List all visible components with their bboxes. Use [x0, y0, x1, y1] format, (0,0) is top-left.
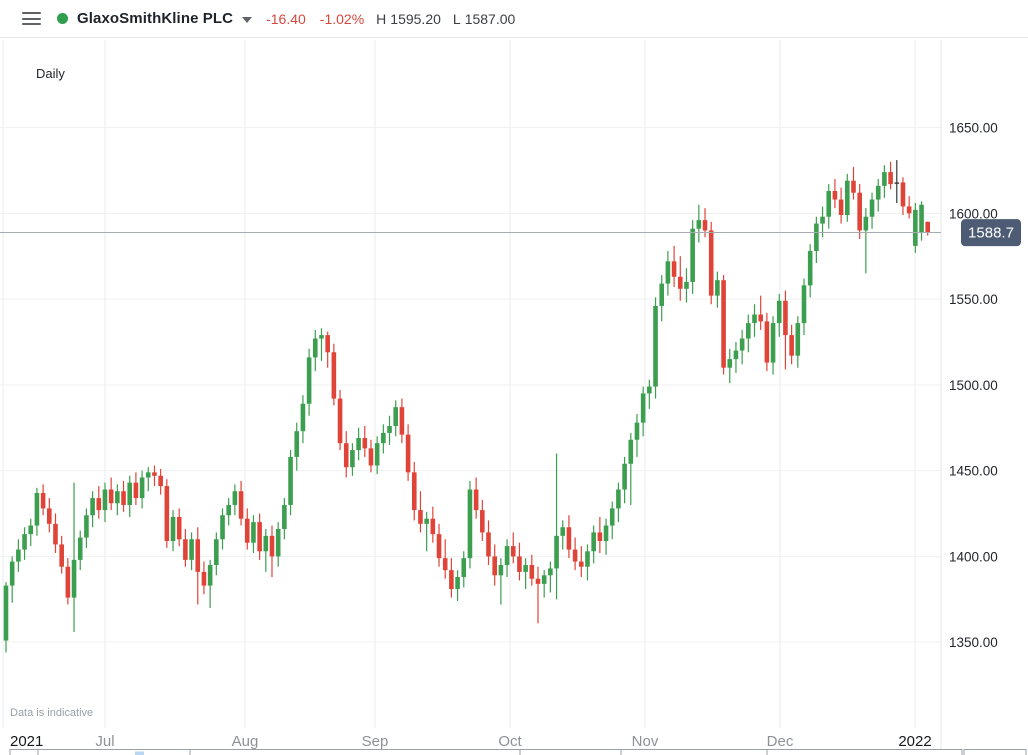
svg-text:Oct: Oct: [498, 733, 522, 750]
footer-range-segment[interactable]: [766, 748, 963, 755]
price-change: -16.40: [266, 10, 306, 27]
svg-text:1600.00: 1600.00: [949, 206, 998, 221]
svg-text:2022: 2022: [898, 733, 931, 750]
footer-range-segment[interactable]: [189, 748, 521, 755]
footer-range-segment[interactable]: [9, 748, 39, 755]
svg-text:1650.00: 1650.00: [949, 121, 998, 136]
session-high: H 1595.20: [376, 11, 441, 27]
price-tag: [961, 219, 1021, 247]
data-indicative-watermark: Data is indicative: [10, 707, 94, 719]
svg-text:1400.00: 1400.00: [949, 549, 998, 564]
svg-text:Jul: Jul: [95, 733, 114, 750]
menu-icon[interactable]: [22, 12, 41, 25]
session-low: L 1587.00: [453, 11, 515, 27]
svg-text:Sep: Sep: [362, 733, 389, 750]
high-value: 1595.20: [390, 10, 441, 27]
footer-range-segment[interactable]: [620, 748, 768, 755]
svg-text:1450.00: 1450.00: [949, 464, 998, 479]
svg-text:1588.7: 1588.7: [968, 225, 1014, 242]
svg-text:Nov: Nov: [632, 733, 659, 750]
symbol-name: GlaxoSmithKline PLC: [77, 10, 234, 27]
svg-text:Aug: Aug: [232, 733, 259, 750]
high-label: H: [376, 10, 387, 27]
svg-text:1350.00: 1350.00: [949, 635, 998, 650]
svg-text:1500.00: 1500.00: [949, 378, 998, 393]
price-change-pct: -1.02%: [319, 10, 365, 27]
footer-range-segment[interactable]: [963, 748, 1027, 755]
footer-range-segment[interactable]: [37, 748, 191, 755]
header: GlaxoSmithKline PLC -16.40 -1.02% H 1595.…: [0, 0, 1028, 38]
svg-text:Dec: Dec: [767, 733, 794, 750]
svg-text:2021: 2021: [10, 733, 43, 750]
market-open-dot-icon: [57, 13, 68, 24]
low-value: 1587.00: [464, 10, 516, 27]
symbol-selector[interactable]: GlaxoSmithKline PLC: [57, 10, 253, 27]
timeframe-label[interactable]: Daily: [36, 66, 65, 81]
chevron-down-icon: [242, 16, 253, 23]
svg-text:1550.00: 1550.00: [949, 292, 998, 307]
footer-range-segment[interactable]: [519, 748, 622, 755]
low-label: L: [452, 10, 461, 27]
